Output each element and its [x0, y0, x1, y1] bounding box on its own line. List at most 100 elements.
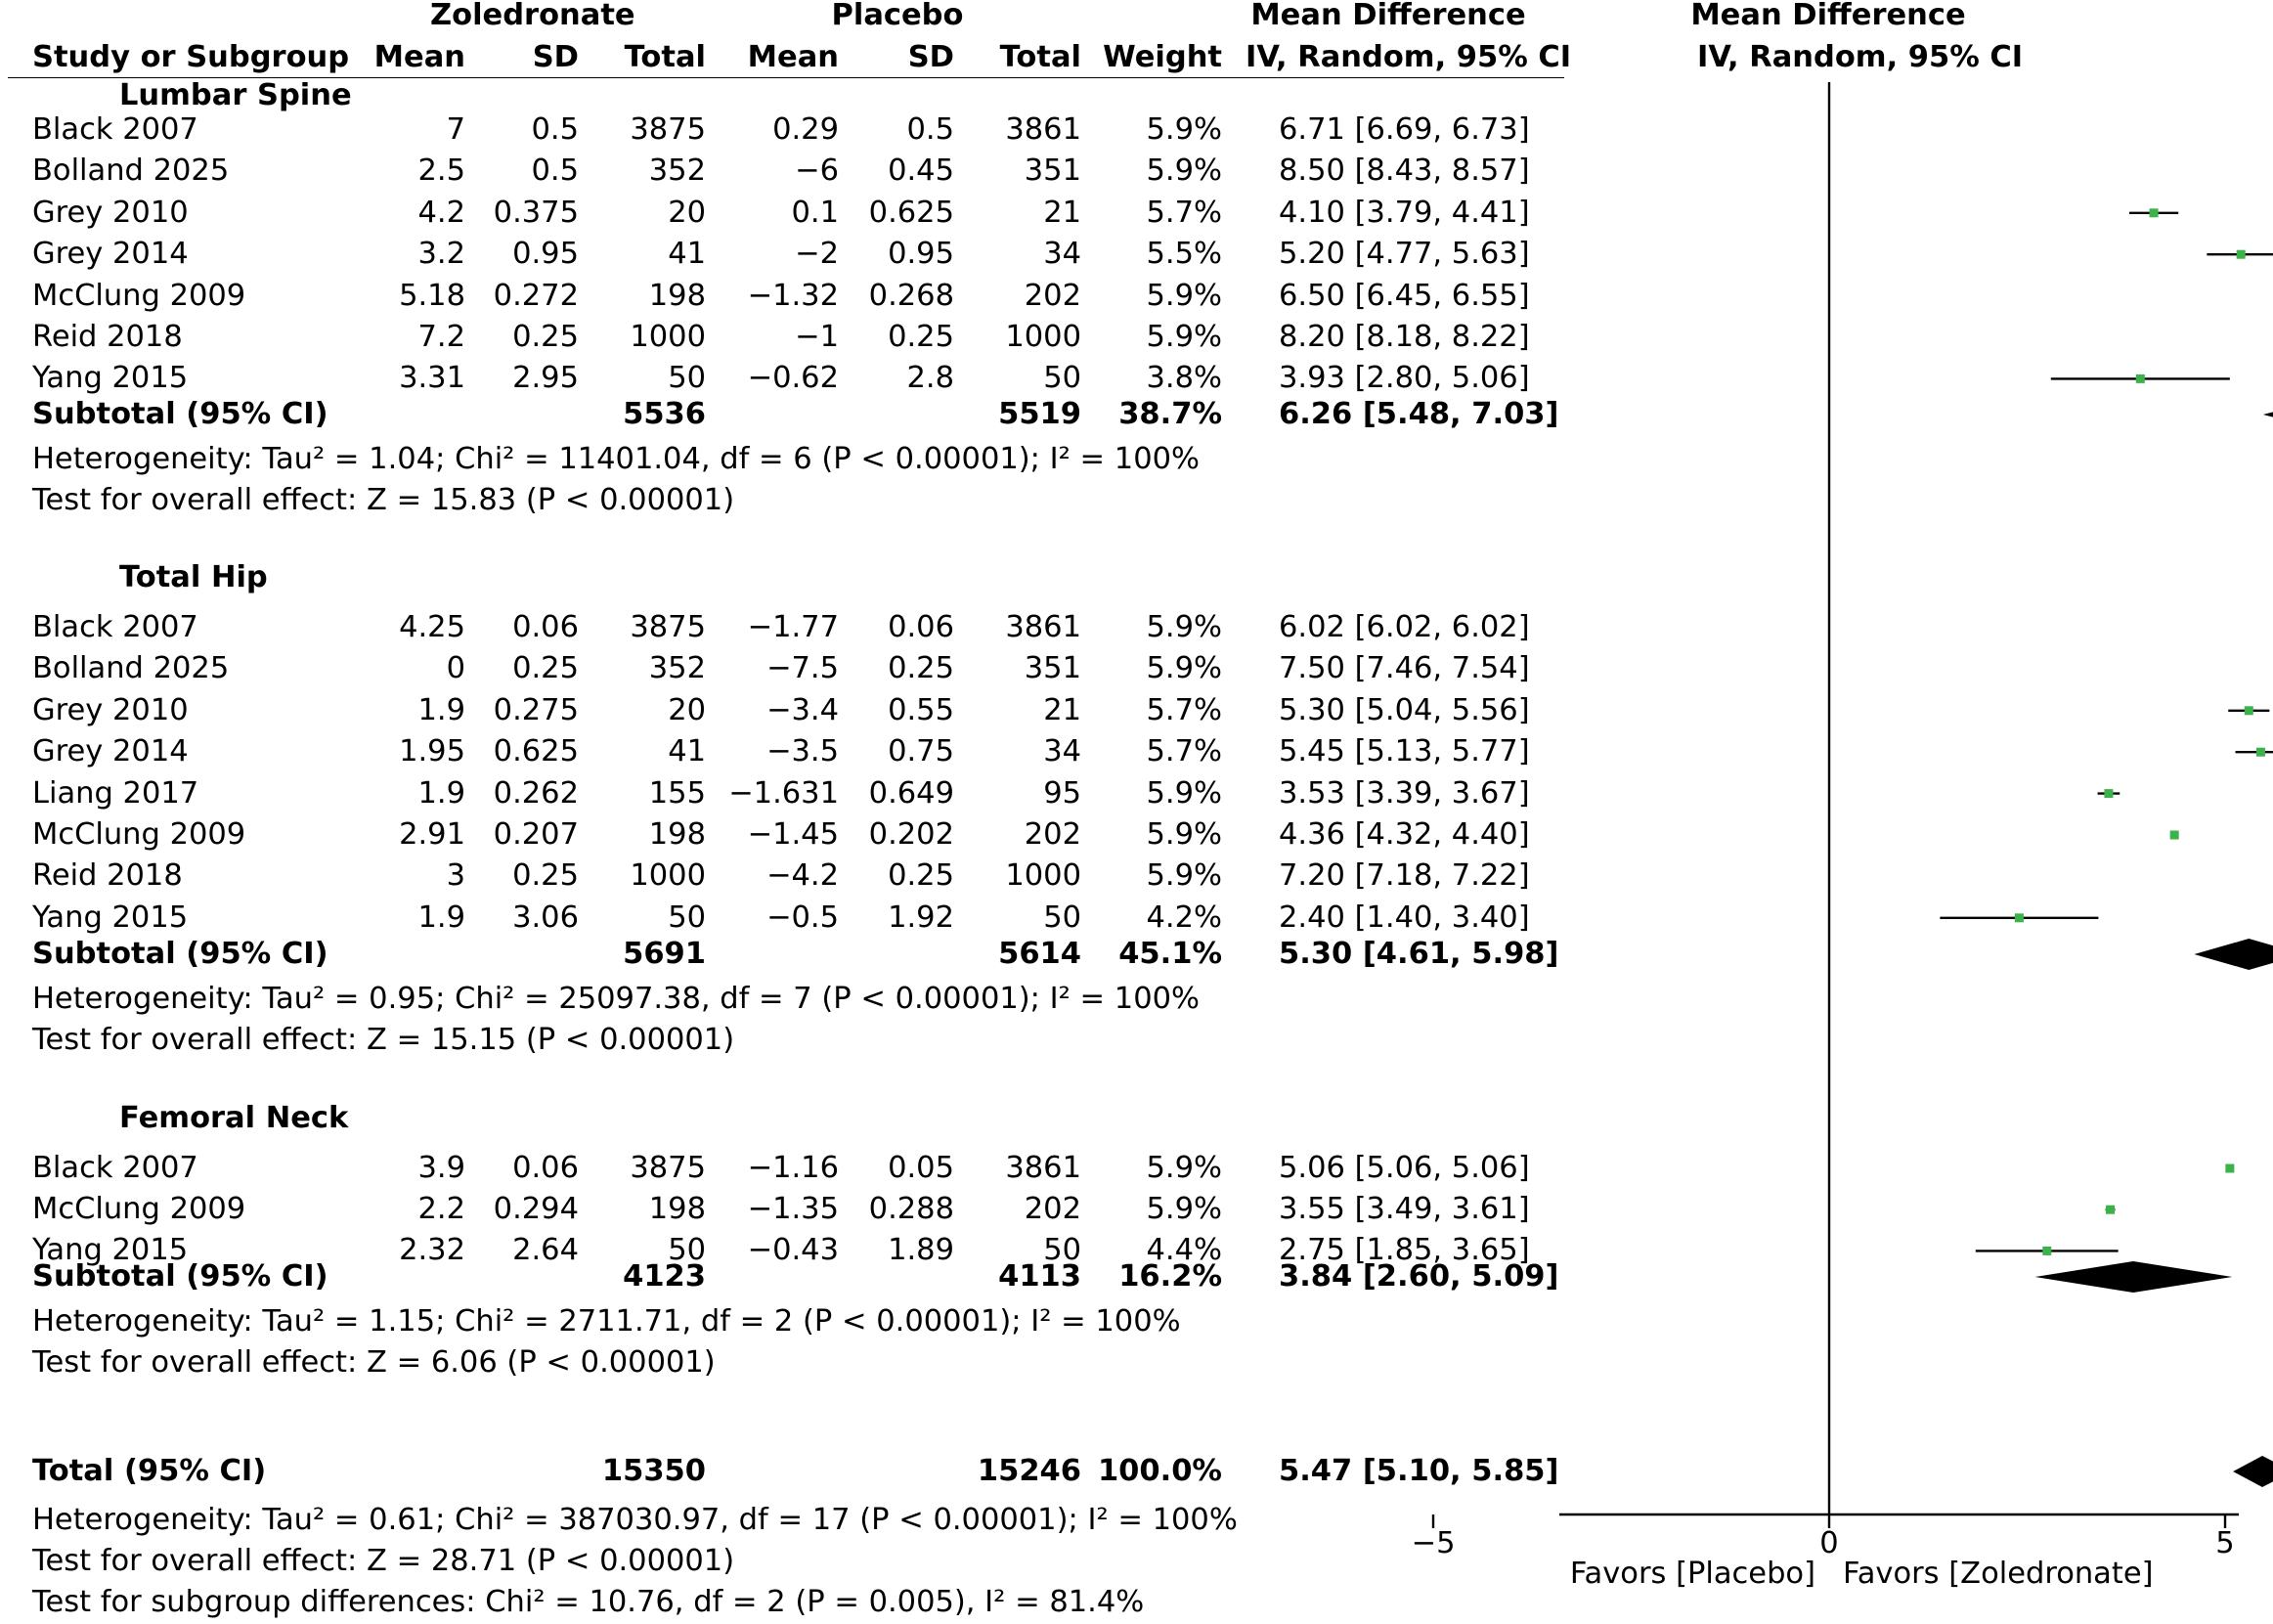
- cell-w: 5.9%: [1146, 278, 1223, 313]
- total-overall-effect-text: Test for overall effect: Z = 28.71 (P < …: [32, 1544, 735, 1578]
- cell-m1: 5.18: [399, 278, 465, 313]
- point-estimate-1-2: [2244, 706, 2253, 716]
- cell-sd1: 0.5: [531, 112, 579, 147]
- cell-m2: −3.5: [765, 734, 839, 769]
- cell-m1: 1.9: [417, 692, 465, 727]
- cell-n1: 1000: [630, 858, 706, 894]
- overall-effect-text: Test for overall effect: Z = 15.83 (P < …: [32, 483, 735, 517]
- cell-ci: 3.53 [3.39, 3.67]: [1279, 775, 1530, 811]
- cell-ci: 2.40 [1.40, 3.40]: [1279, 900, 1530, 935]
- cell-m1: 1.9: [417, 775, 465, 811]
- cell-n2: 202: [1024, 278, 1081, 313]
- cell-sd1: 0.25: [512, 320, 579, 354]
- cell-m1: 1.9: [417, 900, 465, 935]
- cell-n1: 3875: [630, 1151, 706, 1185]
- cell-m2: −0.62: [747, 361, 839, 396]
- subtotal-label: Subtotal (95% CI): [32, 937, 328, 971]
- cell-n2: 95: [1043, 775, 1081, 811]
- study-name: Grey 2010: [32, 195, 189, 230]
- cell-ci: 3.55 [3.49, 3.61]: [1279, 1192, 1530, 1227]
- cell-sd1: 0.375: [493, 195, 579, 230]
- cell-m1: 0: [446, 651, 465, 686]
- cell-m2: −1.16: [747, 1151, 839, 1185]
- study-name: Yang 2015: [32, 361, 189, 396]
- col-header-mean-zol: Mean: [373, 40, 465, 74]
- overall-effect-text: Test for overall effect: Z = 6.06 (P < 0…: [32, 1345, 716, 1380]
- cell-m2: −4.2: [765, 858, 839, 894]
- point-estimate-0-3: [2236, 249, 2246, 259]
- cell-n2: 50: [1043, 361, 1081, 396]
- col-header-total-pla: Total: [999, 40, 1081, 74]
- x-tick-label-1: 0: [1819, 1526, 1838, 1560]
- subgroup-heading-2: Femoral Neck: [119, 1101, 349, 1135]
- cell-w: 5.9%: [1146, 651, 1223, 686]
- cell-m1: 2.32: [399, 1233, 465, 1268]
- cell-m2: −1.631: [728, 775, 839, 811]
- x-tick-label-2: 5: [2215, 1526, 2234, 1560]
- study-name: Black 2007: [32, 1151, 198, 1185]
- cell-m1: 7: [446, 112, 465, 147]
- point-estimate-1-3: [2255, 747, 2265, 757]
- cell-sd2: 0.06: [888, 610, 954, 644]
- cell-m2: −1.32: [747, 278, 839, 313]
- heterogeneity-text: Heterogeneity: Tau² = 1.04; Chi² = 11401…: [32, 442, 1200, 476]
- cell-sd2: 1.89: [888, 1233, 954, 1268]
- cell-w: 5.9%: [1146, 817, 1223, 852]
- study-name: Grey 2014: [32, 734, 189, 769]
- point-estimate-2-2: [2042, 1246, 2052, 1255]
- cell-n1: 20: [668, 195, 706, 230]
- cell-sd2: 0.5: [906, 112, 954, 147]
- col-header-mean-pla: Mean: [747, 40, 839, 74]
- cell-m2: −3.4: [765, 692, 839, 727]
- point-estimate-0-2: [2149, 208, 2159, 218]
- cell-n2: 21: [1043, 692, 1081, 727]
- total-weight: 100.0%: [1097, 1454, 1222, 1488]
- cell-m1: 4.2: [417, 195, 465, 230]
- point-estimate-1-7: [2014, 913, 2024, 923]
- heterogeneity-text: Heterogeneity: Tau² = 0.95; Chi² = 25097…: [32, 982, 1200, 1016]
- cell-ci: 2.75 [1.85, 3.65]: [1279, 1233, 1530, 1268]
- point-estimate-1-4: [2104, 789, 2114, 799]
- cell-m2: 0.29: [772, 112, 839, 147]
- cell-w: 5.9%: [1146, 1151, 1223, 1185]
- cell-n1: 155: [648, 775, 706, 811]
- study-name: Grey 2014: [32, 237, 189, 272]
- col-header-sd-zol: SD: [532, 40, 579, 74]
- subtotal-weight: 16.2%: [1118, 1259, 1222, 1294]
- cell-m1: 3.31: [399, 361, 465, 396]
- cell-sd1: 0.06: [512, 610, 579, 644]
- cell-m2: −2: [795, 237, 839, 272]
- subgroup-heading-0: Lumbar Spine: [119, 78, 352, 112]
- cell-sd2: 0.25: [888, 320, 954, 354]
- cell-m1: 7.2: [417, 320, 465, 354]
- cell-n2: 202: [1024, 817, 1081, 852]
- cell-m1: 3.9: [417, 1151, 465, 1185]
- cell-ci: 3.93 [2.80, 5.06]: [1279, 361, 1530, 396]
- cell-w: 5.9%: [1146, 112, 1223, 147]
- cell-sd1: 0.5: [531, 154, 579, 189]
- study-name: McClung 2009: [32, 817, 246, 852]
- cell-sd1: 0.95: [512, 237, 579, 272]
- study-name: McClung 2009: [32, 278, 246, 313]
- cell-w: 5.9%: [1146, 775, 1223, 811]
- cell-n1: 352: [648, 154, 706, 189]
- cell-ci: 5.06 [5.06, 5.06]: [1279, 1151, 1530, 1185]
- cell-ci: 7.20 [7.18, 7.22]: [1279, 858, 1530, 894]
- cell-n2: 3861: [1005, 1151, 1081, 1185]
- cell-ci: 5.30 [5.04, 5.56]: [1279, 692, 1530, 727]
- cell-n1: 3875: [630, 112, 706, 147]
- x-tick-label-0: −5: [1412, 1526, 1456, 1560]
- cell-n2: 1000: [1005, 858, 1081, 894]
- total-n-zol: 15350: [601, 1454, 706, 1488]
- cell-sd2: 1.92: [888, 900, 954, 935]
- cell-m2: −7.5: [765, 651, 839, 686]
- cell-ci: 8.20 [8.18, 8.22]: [1279, 320, 1530, 354]
- cell-n2: 351: [1024, 154, 1081, 189]
- plot-column-title: Mean Difference: [1690, 0, 1966, 32]
- cell-n2: 351: [1024, 651, 1081, 686]
- group-label-placebo: Placebo: [831, 0, 964, 32]
- cell-m2: −1.35: [747, 1192, 839, 1227]
- cell-sd2: 0.268: [868, 278, 954, 313]
- group-label-zoledronate: Zoledronate: [430, 0, 635, 32]
- cell-n1: 1000: [630, 320, 706, 354]
